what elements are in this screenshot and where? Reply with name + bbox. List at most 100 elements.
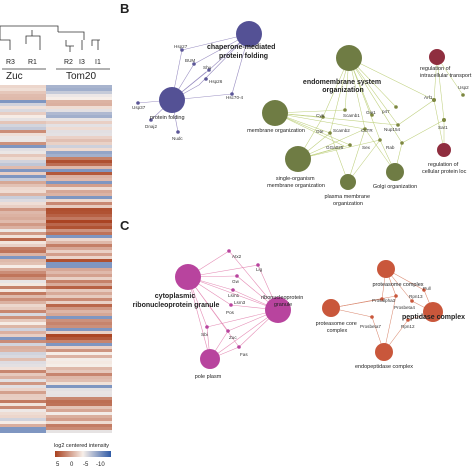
heatmap-row — [46, 133, 112, 136]
gene-pull: Pull — [423, 286, 431, 291]
heatmap-row — [0, 148, 46, 151]
heatmap-row — [46, 301, 112, 304]
heatmap-row — [0, 172, 46, 175]
heatmap-row — [46, 331, 112, 334]
heatmap-row — [0, 184, 46, 187]
heatmap-row — [0, 283, 46, 286]
heatmap-row — [0, 160, 46, 163]
heatmap-row — [0, 385, 46, 388]
heatmap-row — [0, 238, 46, 241]
heatmap-row — [0, 139, 46, 142]
edges-b-green — [274, 56, 464, 183]
heatmap-row — [46, 355, 112, 358]
heatmap-dendrogram — [0, 25, 100, 52]
heatmap-row — [46, 424, 112, 427]
label-peptidase-complex: peptidase complex — [402, 314, 465, 321]
heatmap-row — [46, 232, 112, 235]
label-golgi: Golgi organization — [373, 184, 417, 190]
heatmap-row — [46, 349, 112, 352]
label-reg-cellular-l1: regulation of — [428, 162, 459, 168]
heatmap-cells — [0, 85, 112, 433]
heatmap-row — [46, 226, 112, 229]
legend-tick-minus10: -10 — [96, 462, 105, 468]
heatmap-row — [0, 355, 46, 358]
heatmap-row — [46, 160, 112, 163]
heatmap-row — [0, 199, 46, 202]
heatmap-row — [0, 100, 46, 103]
heatmap-row — [46, 199, 112, 202]
heatmap-row — [46, 205, 112, 208]
heatmap-row — [46, 262, 112, 265]
heatmap-row — [0, 118, 46, 121]
label-proteasome-core-l1: proteasome core — [316, 321, 357, 327]
heatmap-row — [0, 400, 46, 403]
legend-tick-5: 5 — [56, 462, 60, 468]
heatmap-row — [0, 256, 46, 259]
gene-cys: Cys — [316, 113, 325, 118]
heatmap-row — [46, 319, 112, 322]
gene-nup154: Nup154 — [384, 127, 401, 132]
legend-colorbar — [55, 451, 111, 457]
heatmap-row — [46, 274, 112, 277]
hub-ribonucleoprotein-granule — [265, 297, 291, 323]
heatmap-row — [46, 163, 112, 166]
heatmap-row — [46, 235, 112, 238]
heatmap-row — [0, 214, 46, 217]
label-cytoplasmic-granule: cytoplasmic ribonucleoprotein granule — [133, 293, 220, 309]
heatmap-row — [0, 304, 46, 307]
heatmap-row — [0, 115, 46, 118]
gene-rab: Rab — [386, 145, 395, 150]
panel-letter-c: C — [120, 218, 130, 233]
hub-golgi-organization — [386, 163, 404, 181]
label-proteasome-core-l2: complex — [327, 328, 348, 334]
heatmap-row — [46, 181, 112, 184]
heatmap-row — [46, 298, 112, 301]
hub-regulation-cellular-protein-loc — [437, 143, 451, 157]
heatmap-row — [46, 247, 112, 250]
heatmap-row — [46, 289, 112, 292]
heatmap-row — [0, 181, 46, 184]
gene-nudc: Nudc — [172, 136, 183, 141]
heatmap-row — [0, 223, 46, 226]
heatmap-row — [0, 190, 46, 193]
gene-nodes-b-green — [321, 93, 465, 147]
heatmap-row — [46, 217, 112, 220]
gene-pos: Pos — [226, 310, 235, 315]
label-cytoplasmic-l1: cytoplasmic — [155, 293, 196, 300]
heatmap-row — [0, 412, 46, 415]
hub-regulation-intracellular-transport — [429, 49, 445, 65]
heatmap-row — [0, 187, 46, 190]
heatmap-row — [0, 325, 46, 328]
legend-title: log2 centered intensity — [54, 443, 109, 449]
heatmap-row — [46, 385, 112, 388]
label-pole-plasm: pole plasm — [195, 374, 222, 380]
heatmap-row — [46, 124, 112, 127]
hub-peptidase-complex — [423, 302, 443, 322]
heatmap-row — [46, 250, 112, 253]
heatmap-row — [46, 94, 112, 97]
heatmap-row — [46, 238, 112, 241]
heatmap-row — [0, 178, 46, 181]
gene-nodes-b — [136, 48, 234, 134]
heatmap-row — [0, 361, 46, 364]
heatmap-row — [0, 202, 46, 205]
heatmap-row — [46, 373, 112, 376]
heatmap-row — [0, 397, 46, 400]
heatmap-row — [0, 253, 46, 256]
heatmap-row — [46, 103, 112, 106]
gene-scamb2: Scamb2 — [333, 128, 350, 133]
heatmap-row — [0, 103, 46, 106]
heatmap-row — [46, 265, 112, 268]
heatmap-row — [0, 310, 46, 313]
heatmap-row — [46, 322, 112, 325]
gene-fas: Fas — [240, 352, 248, 357]
gene-rpn12: Rpn12 — [401, 324, 415, 329]
heatmap-row — [0, 265, 46, 268]
legend-tick-0: 0 — [70, 462, 74, 468]
heatmap-row — [46, 112, 112, 115]
heatmap-row — [46, 358, 112, 361]
heatmap-row — [46, 418, 112, 421]
label-endomembrane: endomembrane system organization — [303, 79, 383, 94]
gene-shu: Shu — [203, 65, 212, 70]
hub-proteasome-complex — [377, 260, 395, 278]
